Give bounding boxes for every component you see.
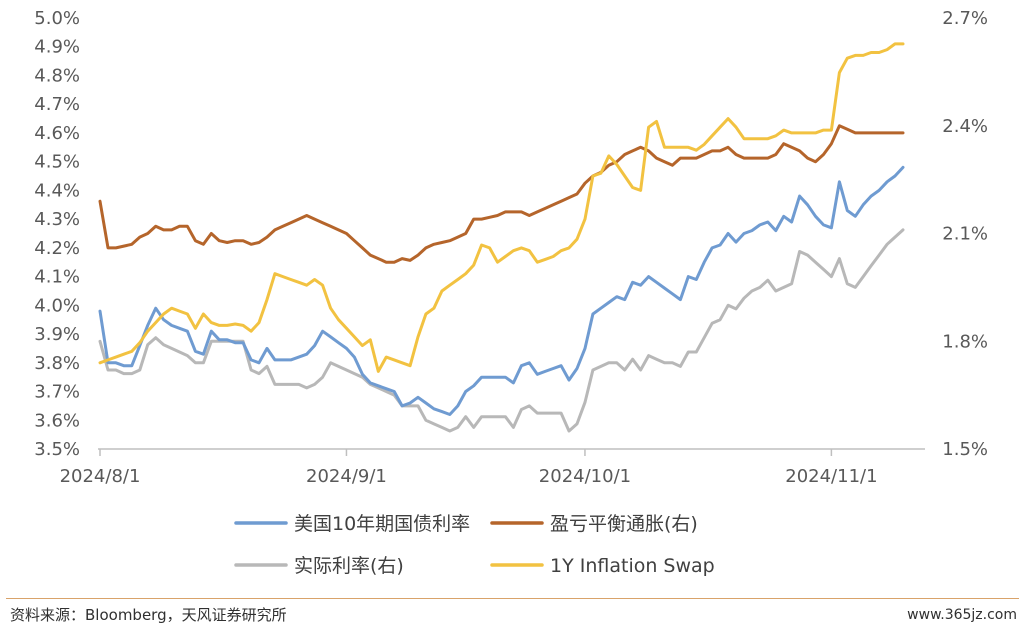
y-left-tick-label: 4.9%	[34, 37, 80, 58]
x-axis: 2024/8/1 2024/9/1 2024/10/1 2024/11/1	[60, 449, 878, 487]
y-right-tick-label: 2.4%	[942, 116, 988, 137]
footer: 资料来源：Bloomberg，天风证券研究所 www.365jz.com	[0, 598, 1025, 631]
y-left-tick-label: 3.5%	[34, 439, 80, 460]
x-tick-label: 2024/9/1	[306, 466, 387, 487]
legend-label: 盈亏平衡通胀(右)	[550, 513, 698, 535]
y-right-tick-label: 1.8%	[942, 331, 988, 352]
y-left-tick-label: 3.8%	[34, 353, 80, 374]
series-line-1	[98, 124, 905, 264]
y-right-tick-label: 2.1%	[942, 224, 988, 245]
y-left-tick-label: 4.6%	[34, 123, 80, 144]
legend-label: 实际利率(右)	[294, 555, 404, 577]
y-left-tick-label: 4.2%	[34, 238, 80, 259]
legend: 美国10年期国债利率 盈亏平衡通胀(右) 实际利率(右) 1Y Inflation S…	[234, 513, 715, 577]
plot-area	[98, 42, 905, 433]
y-left-tick-label: 4.3%	[34, 209, 80, 230]
series-line-0	[98, 165, 905, 416]
chart: 3.5% 3.6% 3.7% 3.8% 3.9% 4.0% 4.1% 4.2% 4.3% 4.4%…	[34, 8, 988, 577]
y-left-tick-label: 4.8%	[34, 65, 80, 86]
legend-label: 1Y Inflation Swap	[550, 555, 715, 577]
source-note: 资料来源：Bloomberg，天风证券研究所	[10, 606, 287, 624]
series-line-3	[98, 42, 905, 373]
y-left-tick-label: 3.9%	[34, 324, 80, 345]
y-left-tick-label: 4.0%	[34, 295, 80, 316]
x-tick-label: 2024/8/1	[60, 466, 141, 487]
y-right-tick-label: 1.5%	[942, 439, 988, 460]
watermark: www.365jz.com	[907, 607, 1017, 623]
left-axis: 3.5% 3.6% 3.7% 3.8% 3.9% 4.0% 4.1% 4.2% 4.3% 4.4%…	[34, 8, 80, 460]
footer-rule	[6, 598, 1019, 599]
y-left-tick-label: 3.7%	[34, 382, 80, 403]
y-left-tick-label: 4.7%	[34, 94, 80, 115]
right-axis: 1.5% 1.8% 2.1% 2.4% 2.7%	[942, 8, 988, 460]
legend-label: 美国10年期国债利率	[294, 513, 470, 535]
y-left-tick-label: 4.1%	[34, 267, 80, 288]
x-tick-label: 2024/10/1	[539, 466, 631, 487]
x-tick-label: 2024/11/1	[785, 466, 877, 487]
y-left-tick-label: 4.4%	[34, 180, 80, 201]
y-left-tick-label: 5.0%	[34, 8, 80, 29]
y-right-tick-label: 2.7%	[942, 8, 988, 29]
y-left-tick-label: 4.5%	[34, 152, 80, 173]
y-left-tick-label: 3.6%	[34, 410, 80, 431]
